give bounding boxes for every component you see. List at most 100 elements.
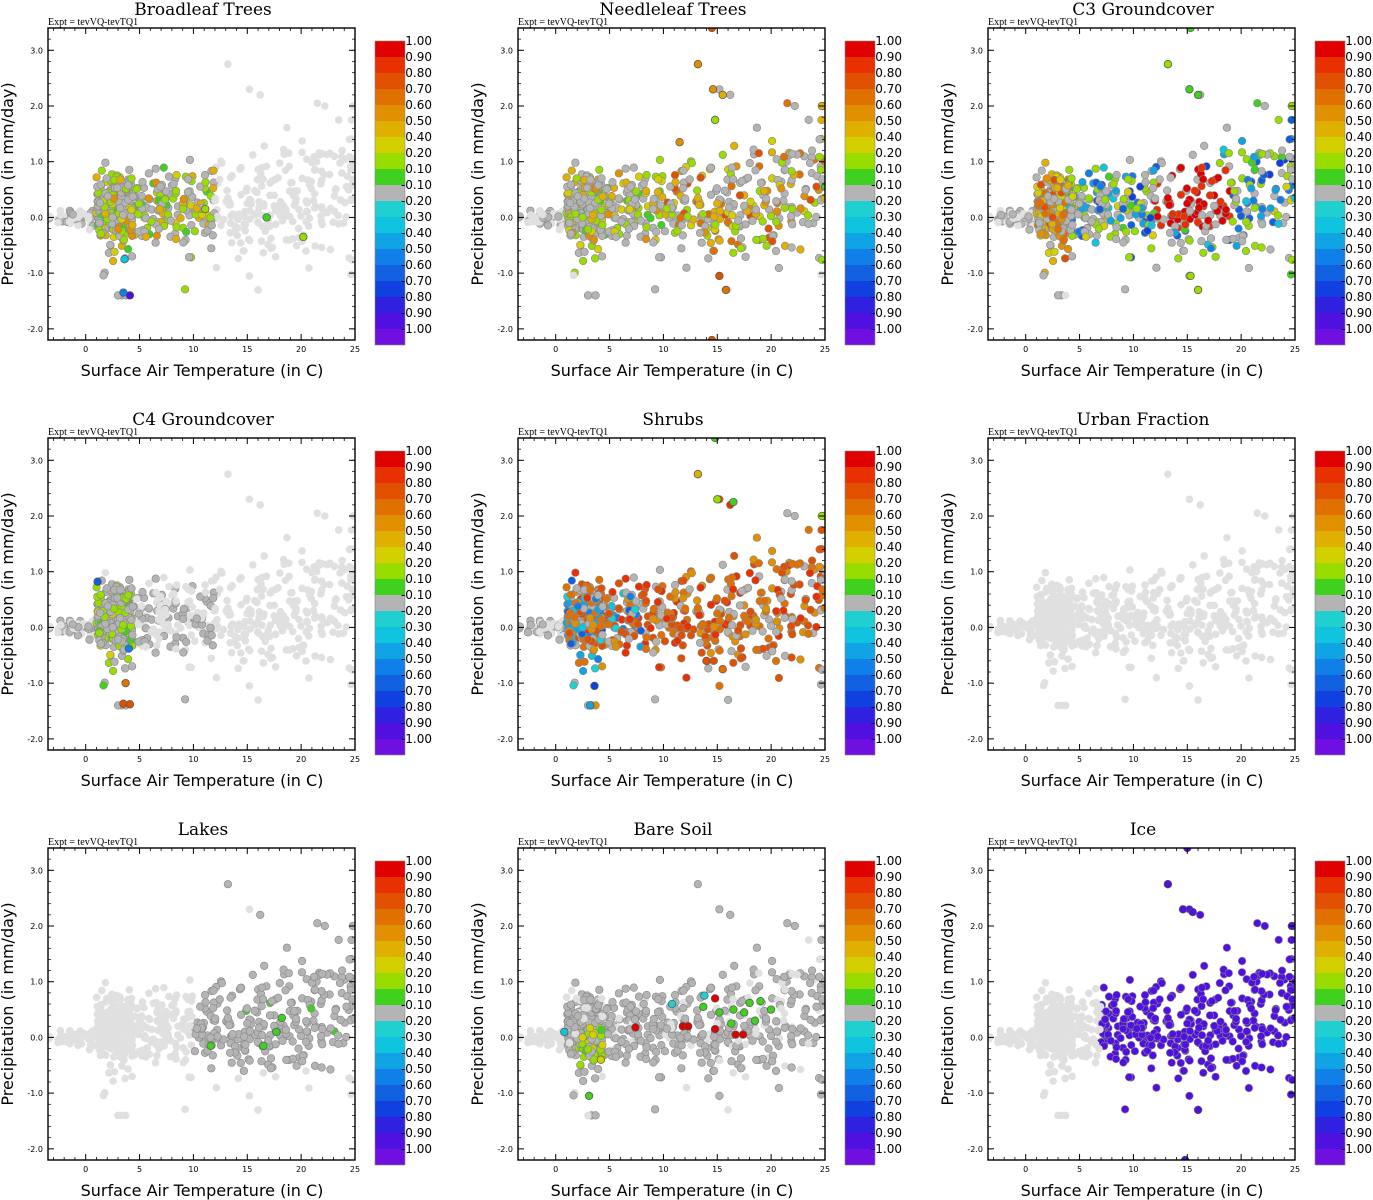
colorbar-swatch: [1315, 281, 1345, 297]
colorbar-swatch: [1315, 297, 1345, 313]
scatter-point: [624, 634, 634, 643]
scatter-point: [207, 244, 216, 253]
scatter-point: [554, 622, 563, 631]
scatter-point: [127, 584, 136, 593]
scatter-point: [1186, 271, 1195, 281]
scatter-point: [255, 613, 263, 622]
scatter-point: [176, 214, 185, 223]
scatter-point: [780, 613, 789, 623]
scatter-point: [639, 179, 648, 188]
scatter-point: [281, 576, 290, 585]
scatter-point: [1266, 204, 1275, 213]
scatter-point: [696, 173, 705, 182]
scatter-point: [1242, 657, 1250, 665]
scatter-point: [728, 175, 738, 184]
colorbar-swatch: [845, 169, 875, 185]
scatter-point: [583, 593, 592, 603]
scatter-point: [641, 644, 651, 654]
scatter-point: [1257, 243, 1266, 252]
colorbar: 1.00 0.90 0.80 0.70 0.60 0.50 0.40 0.20 0.10 -0.1…: [1314, 34, 1372, 346]
scatter-point: [1149, 576, 1158, 585]
scatter-point: [219, 215, 228, 224]
scatter-point: [326, 614, 335, 623]
scatter-point: [245, 495, 254, 504]
scatter-point: [179, 194, 188, 204]
scatter-point: [751, 205, 761, 214]
scatter-point: [666, 182, 675, 191]
scatter-point: [576, 240, 585, 249]
colorbar-swatch: [1315, 233, 1345, 249]
colorbar-label: -0.90: [1341, 306, 1372, 320]
scatter-point: [679, 166, 688, 175]
scatter-point: [566, 639, 576, 648]
scatter-point: [119, 210, 128, 219]
scatter-point: [818, 175, 825, 184]
scatter-point: [1124, 175, 1133, 184]
scatter-point: [147, 627, 156, 636]
scatter-point: [211, 194, 219, 203]
scatter-point: [1120, 285, 1130, 294]
colorbar-swatch: [845, 313, 875, 329]
scatter-point: [653, 597, 663, 607]
scatter-point: [1193, 285, 1203, 295]
x-tick-label: 20: [766, 755, 776, 764]
scatter-point: [649, 604, 658, 614]
scatter-point: [342, 213, 351, 221]
y-tick-label: 3.0: [500, 456, 513, 465]
scatter-point: [156, 182, 165, 191]
expt-label: Expt = tevVQ-tevTQ1: [48, 427, 138, 438]
scatter-point: [1167, 238, 1176, 247]
scatter-point: [706, 238, 715, 248]
scatter-point: [777, 594, 786, 603]
y-tick-label: 2.0: [30, 102, 43, 111]
scatter-point: [302, 207, 311, 216]
scatter-point: [298, 647, 307, 656]
scatter-point: [1131, 637, 1139, 645]
scatter-point: [1035, 198, 1045, 207]
scatter-point: [1094, 224, 1103, 233]
scatter-point: [95, 198, 105, 207]
scatter-point: [597, 662, 607, 671]
scatter-point: [650, 285, 660, 294]
scatter-point: [642, 170, 651, 180]
scatter-point: [278, 627, 287, 635]
scatter-point: [626, 182, 635, 191]
scatter-point: [215, 175, 224, 184]
scatter-point: [209, 576, 218, 585]
scatter-point: [1087, 627, 1096, 636]
scatter-point: [1155, 585, 1164, 594]
scatter-point: [608, 178, 617, 187]
scatter-point: [598, 220, 607, 230]
scatter-point: [318, 615, 327, 623]
scatter-point: [1274, 526, 1283, 534]
scatter-point: [1218, 216, 1227, 225]
scatter-point: [289, 235, 297, 243]
scatter-point: [166, 216, 175, 225]
scatter-point: [1266, 655, 1275, 664]
scatter-point: [298, 547, 306, 555]
scatter-point: [598, 192, 607, 201]
scatter-point: [1109, 590, 1118, 598]
scatter-point: [1197, 182, 1206, 191]
scatter-point: [1211, 630, 1220, 639]
scatter-point: [1188, 150, 1197, 159]
scatter-point: [128, 192, 137, 201]
y-tick-label: 3.0: [500, 46, 513, 55]
scatter-point: [309, 196, 318, 205]
scatter-point: [1065, 165, 1074, 174]
scatter-point: [621, 238, 630, 247]
scatter-point: [677, 654, 686, 663]
scatter-point: [1147, 244, 1156, 253]
scatter-point: [572, 584, 581, 593]
colorbar-swatch: [845, 515, 875, 531]
scatter-point: [1287, 115, 1295, 125]
scatter-point: [595, 575, 604, 584]
scatter-point: [622, 641, 632, 650]
y-axis-label: Precipitation (in mm/day): [938, 82, 957, 285]
scatter-point: [101, 568, 110, 577]
scatter-point: [760, 596, 769, 606]
scatter-point: [767, 546, 777, 556]
scatter-point: [74, 221, 82, 230]
colorbar-swatch: [375, 297, 405, 313]
colorbar-label: -0.20: [1341, 194, 1372, 208]
